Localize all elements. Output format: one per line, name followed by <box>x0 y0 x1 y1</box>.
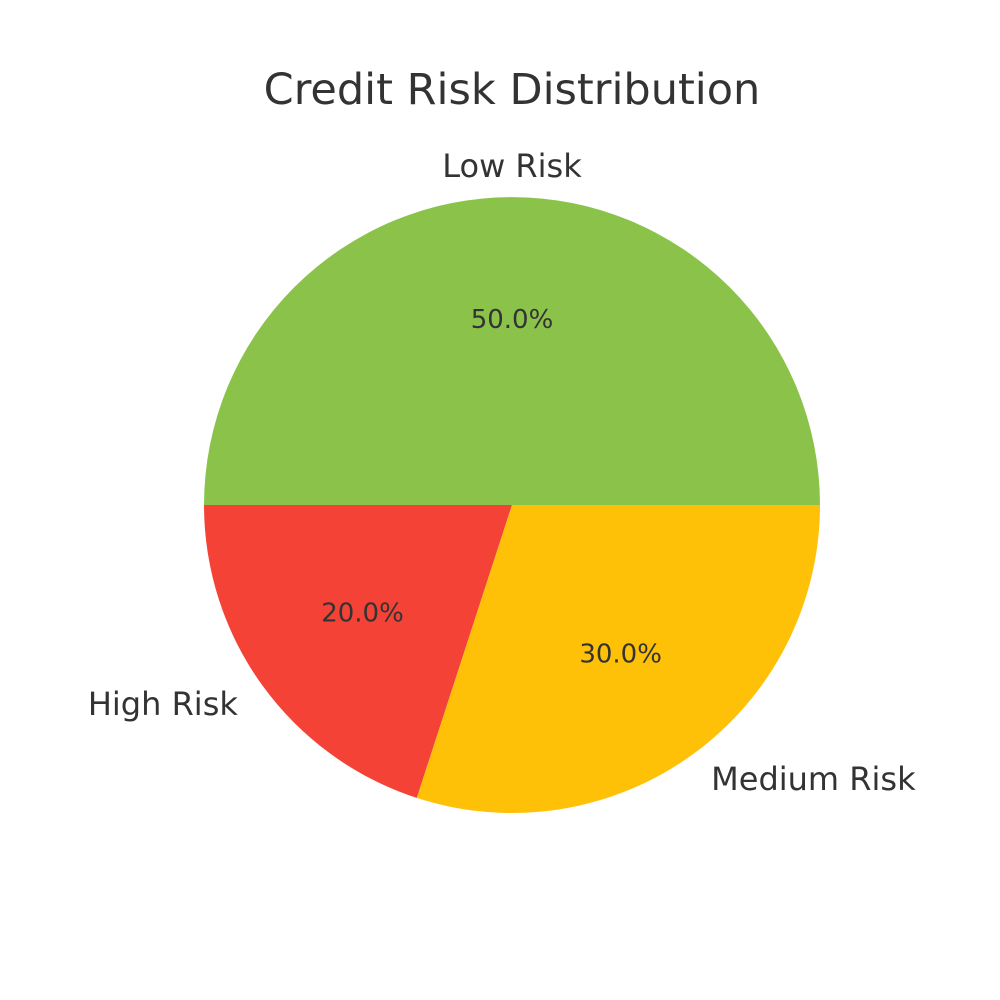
pie-slice-low-risk <box>204 197 820 506</box>
percent-label-medium-risk: 30.0% <box>579 640 662 670</box>
chart-title: Credit Risk Distribution <box>264 65 761 115</box>
pie-slice-medium-risk <box>416 505 820 814</box>
slice-label-medium-risk: Medium Risk <box>711 760 916 798</box>
slice-label-high-risk: High Risk <box>88 685 239 723</box>
slice-label-low-risk: Low Risk <box>442 147 582 185</box>
percent-label-low-risk: 50.0% <box>471 305 554 335</box>
pie-labels: Low Risk 50.0% High Risk 20.0% Medium Risk 30… <box>88 147 916 798</box>
percent-label-high-risk: 20.0% <box>321 599 404 629</box>
pie-slice-high-risk <box>204 505 512 798</box>
pie-slices <box>204 197 820 814</box>
